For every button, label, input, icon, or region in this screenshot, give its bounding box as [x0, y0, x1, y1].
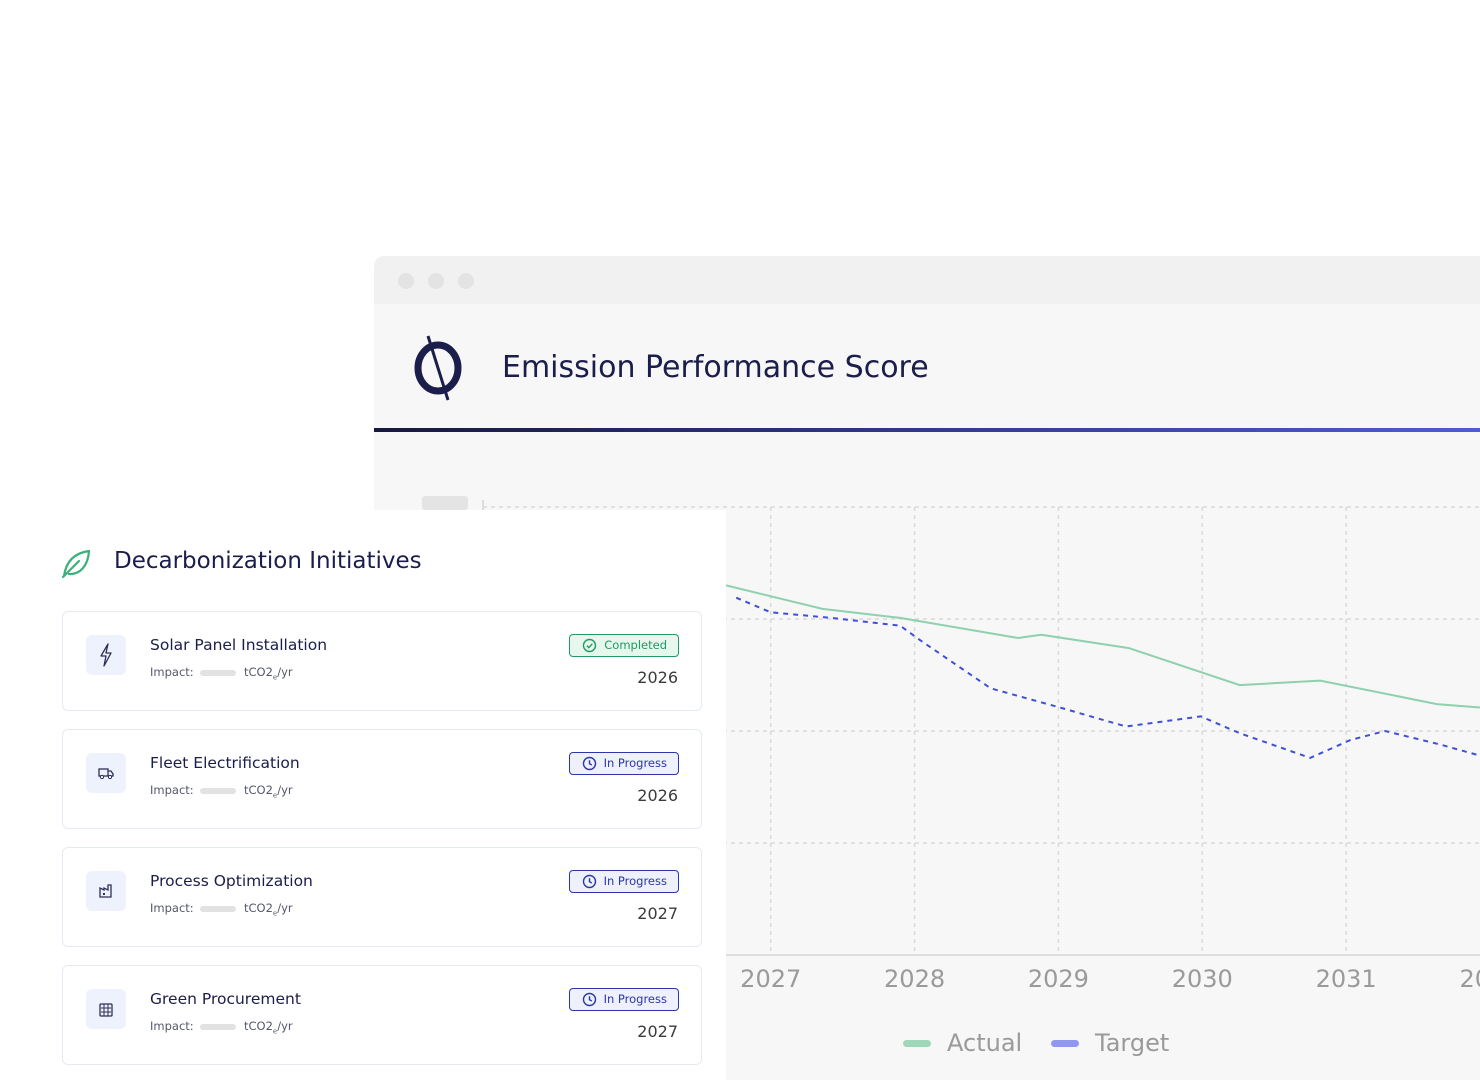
initiative-year: 2027	[637, 904, 678, 923]
impact-placeholder	[200, 1024, 236, 1030]
impact-unit: tCO2e/yr	[244, 901, 293, 917]
page-title: Emission Performance Score	[502, 350, 929, 385]
impact-label: Impact:	[150, 1019, 194, 1033]
legend-swatch	[903, 1040, 931, 1047]
initiative-name: Green Procurement	[150, 990, 301, 1008]
status-text: In Progress	[603, 756, 667, 770]
window-dot[interactable]	[458, 273, 474, 289]
series-line	[725, 584, 1480, 709]
initiative-year: 2026	[637, 668, 678, 687]
window-dot[interactable]	[428, 273, 444, 289]
header-rule	[374, 428, 1480, 432]
unit-sub: e	[272, 1027, 278, 1036]
unit-main: tCO2	[244, 1019, 273, 1033]
legend-label: Target	[1094, 1029, 1169, 1057]
status-text: In Progress	[603, 874, 667, 888]
initiative-year: 2026	[637, 786, 678, 805]
window-bar	[374, 256, 1480, 304]
x-tick-label: 2031	[1316, 965, 1377, 993]
unit-main: tCO2	[244, 665, 273, 679]
icon-glyph	[99, 884, 112, 898]
leaf-icon	[61, 549, 91, 579]
status-badge[interactable]: In Progress	[568, 870, 679, 893]
impact-label: Impact:	[150, 901, 194, 915]
initiative-icon	[86, 753, 126, 793]
unit-tail: /yr	[277, 783, 293, 797]
header: Emission Performance Score	[374, 304, 1480, 428]
window-dot[interactable]	[398, 273, 414, 289]
x-tick-label: 2032	[1459, 965, 1480, 993]
x-tick-label: 2029	[1028, 965, 1089, 993]
legend-label: Actual	[947, 1029, 1022, 1057]
x-tick-label: 2027	[740, 965, 801, 993]
axis-label-placeholder	[422, 496, 468, 510]
legend-swatch	[1051, 1040, 1079, 1047]
initiative-item: Solar Panel Installation Impact: tCO2e/yr C…	[62, 611, 702, 711]
unit-sub: e	[272, 673, 278, 682]
initiative-name: Fleet Electrification	[150, 754, 300, 772]
initiative-name: Solar Panel Installation	[150, 636, 328, 654]
impact-placeholder	[200, 788, 236, 794]
icon-glyph	[99, 1003, 113, 1017]
series-line	[735, 596, 1480, 759]
status-text: Completed	[604, 638, 667, 652]
initiative-item: Green Procurement Impact: tCO2e/yr In Progr…	[62, 965, 702, 1065]
unit-main: tCO2	[244, 901, 273, 915]
status-badge[interactable]: In Progress	[568, 752, 679, 775]
initiatives-card: Decarbonization Initiatives Solar Panel …	[0, 510, 726, 1080]
initiative-year: 2027	[637, 1022, 678, 1041]
unit-tail: /yr	[277, 1019, 293, 1033]
initiative-icon	[86, 989, 126, 1029]
x-tick-label: 2030	[1172, 965, 1233, 993]
impact-unit: tCO2e/yr	[244, 665, 293, 681]
status-badge[interactable]: In Progress	[568, 988, 679, 1011]
unit-sub: e	[272, 791, 278, 800]
unit-tail: /yr	[277, 901, 293, 915]
card-title: Decarbonization Initiatives	[114, 548, 422, 574]
initiative-icon	[86, 871, 126, 911]
x-tick-label: 2028	[884, 965, 945, 993]
impact-placeholder	[200, 906, 236, 912]
icon-glyph	[100, 643, 112, 667]
unit-tail: /yr	[277, 665, 293, 679]
status-badge[interactable]: Completed	[569, 634, 679, 657]
impact-label: Impact:	[150, 783, 194, 797]
initiative-item: Fleet Electrification Impact: tCO2e/yr In P…	[62, 729, 702, 829]
initiative-item: Process Optimization Impact: tCO2e/yr In Pr…	[62, 847, 702, 947]
logo	[414, 335, 462, 401]
icon-glyph	[98, 768, 114, 780]
impact-unit: tCO2e/yr	[244, 783, 293, 799]
impact-label: Impact:	[150, 665, 194, 679]
unit-main: tCO2	[244, 783, 273, 797]
status-text: In Progress	[603, 992, 667, 1006]
impact-unit: tCO2e/yr	[244, 1019, 293, 1035]
impact-placeholder	[200, 670, 236, 676]
unit-sub: e	[272, 909, 278, 918]
initiative-name: Process Optimization	[150, 872, 313, 890]
initiative-icon	[86, 635, 126, 675]
